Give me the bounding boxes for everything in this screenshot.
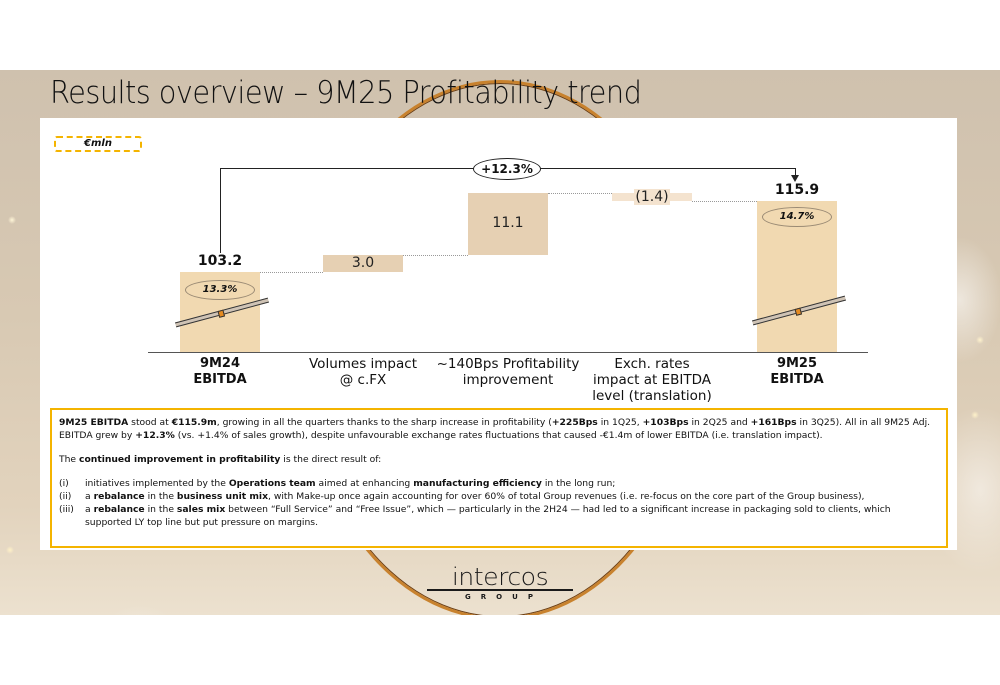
slide-title: Results overview – 9M25 Profitability tr… <box>50 75 642 111</box>
bar-exchange-rates-value: (1.4) <box>634 189 670 205</box>
connector-line <box>548 193 612 194</box>
bar-volumes-value: 3.0 <box>351 255 375 271</box>
connector-line <box>260 272 323 273</box>
list-item: (ii) a rebalance in the business unit mi… <box>59 491 865 502</box>
content-panel: €mln +12.3% 103.2 13.3% 3.0 11.1 (1.4) <box>40 118 957 550</box>
axis-break-icon <box>751 295 847 326</box>
axis-break-icon <box>174 297 270 328</box>
category-label-profitability: ~140Bps Profitability improvement <box>436 356 580 388</box>
x-axis <box>148 352 868 353</box>
category-label-9m25: 9M25 EBITDA <box>770 356 824 387</box>
category-label-exchange-rates: Exch. rates impact at EBITDA level (tran… <box>592 356 712 404</box>
arrow-down-icon <box>791 175 799 182</box>
intercos-logo: intercos GROUP <box>427 565 573 601</box>
margin-badge-9m24: 13.3% <box>185 280 255 300</box>
commentary-box: 9M25 EBITDA stood at €115.9m, growing in… <box>50 408 948 548</box>
bar-9m25-value: 115.9 <box>774 182 820 198</box>
bar-profitability-improvement: 11.1 <box>468 193 548 255</box>
growth-bracket-left <box>220 168 221 253</box>
bar-volumes-impact: 3.0 <box>323 255 403 272</box>
connector-line <box>403 255 468 256</box>
commentary-paragraph-2: The continued improvement in profitabili… <box>59 454 382 465</box>
logo-rule <box>427 589 573 591</box>
category-label-9m24: 9M24 EBITDA <box>193 356 247 387</box>
margin-badge-9m25: 14.7% <box>762 207 832 227</box>
waterfall-chart: +12.3% 103.2 13.3% 3.0 11.1 (1.4) 115.9 … <box>40 118 957 408</box>
connector-line <box>692 201 757 202</box>
commentary-paragraph-1: 9M25 EBITDA stood at €115.9m, growing in… <box>59 417 931 441</box>
bar-9m25-ebitda: 14.7% <box>751 201 847 352</box>
unit-badge: €mln <box>54 136 142 152</box>
bar-9m24-value: 103.2 <box>197 253 243 269</box>
bar-exchange-rates-impact: (1.4) <box>612 189 692 205</box>
growth-bracket-right <box>795 168 796 175</box>
growth-badge: +12.3% <box>473 158 541 180</box>
logo-wordmark: intercos <box>451 563 549 591</box>
bar-9m24-ebitda: 13.3% <box>174 272 270 352</box>
list-item: (iii) a rebalance in the sales mix betwe… <box>59 504 891 528</box>
category-label-volumes: Volumes impact @ c.FX <box>309 356 417 388</box>
bar-profitability-value: 11.1 <box>492 215 524 231</box>
logo-subtitle: GROUP <box>465 593 543 601</box>
list-item: (i) initiatives implemented by the Opera… <box>59 478 616 489</box>
